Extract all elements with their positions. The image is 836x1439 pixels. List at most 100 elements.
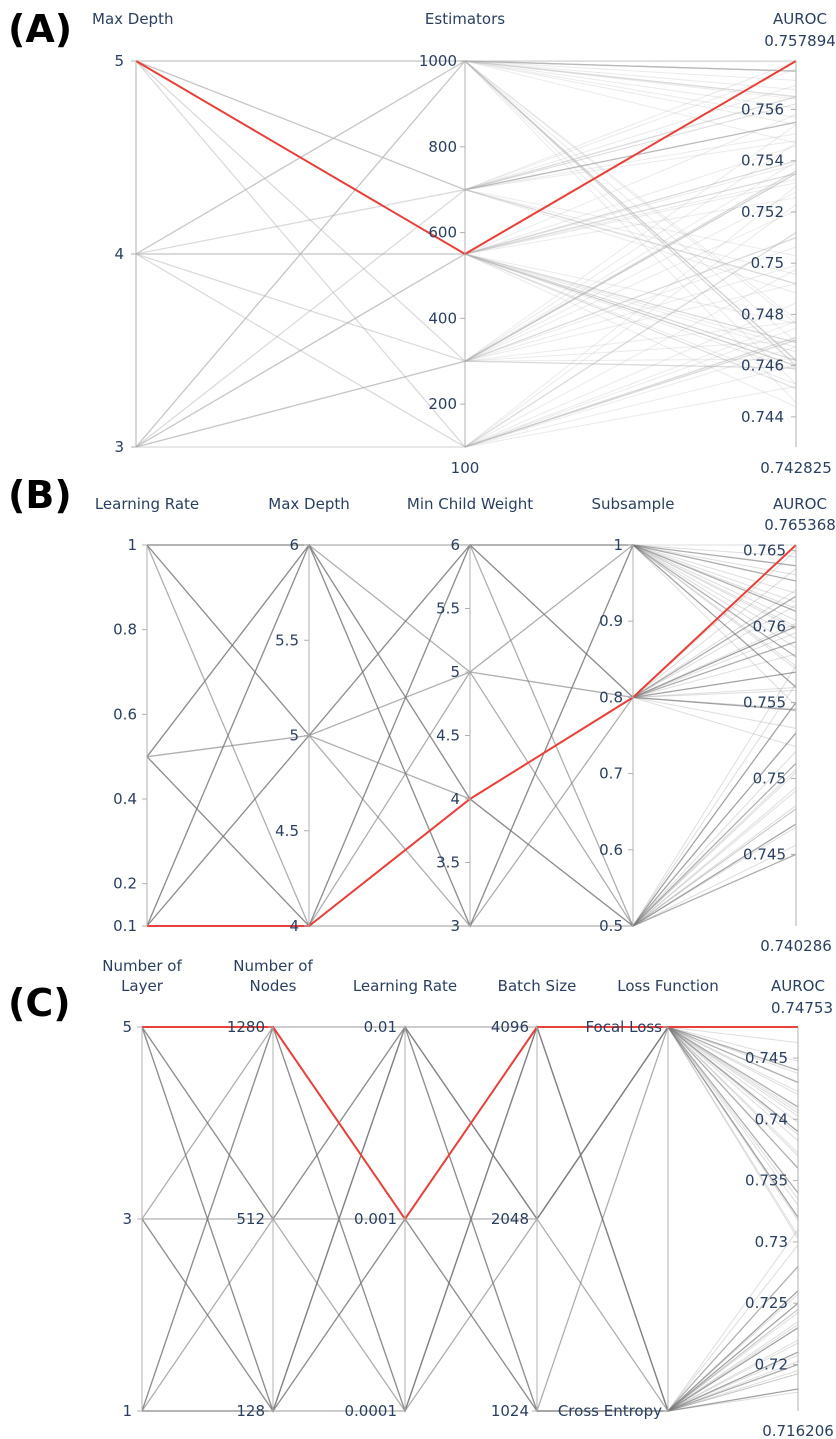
tick-label: 5.5 <box>436 600 460 618</box>
data-line-fan <box>667 1026 799 1074</box>
data-line-fan <box>632 625 797 698</box>
data-line-fan <box>632 544 797 558</box>
tick-label: 0.75 <box>751 254 784 272</box>
axis-title: Learning Rate <box>95 495 199 513</box>
axis-title: Estimators <box>425 10 505 28</box>
tick-label: 0.754 <box>741 152 784 170</box>
data-line-fan <box>464 60 797 63</box>
tick-label: 5 <box>114 52 124 70</box>
axis-title: Layer <box>121 977 164 995</box>
data-line-fan <box>667 1309 799 1412</box>
tick-label: 0.74 <box>755 1110 788 1128</box>
data-line-fan <box>464 253 797 408</box>
axis-title: AUROC <box>773 495 827 513</box>
panel-label: (B) <box>8 473 72 517</box>
data-line-fan <box>667 1026 799 1240</box>
data-line-fan <box>667 1026 799 1136</box>
data-line-fan <box>464 140 797 191</box>
data-line-fan <box>464 321 797 362</box>
data-line-fan <box>464 339 797 362</box>
data-line-fan <box>632 671 797 698</box>
data-line-fan <box>632 732 797 927</box>
data-line-fan <box>632 544 797 688</box>
data-line-fan <box>632 696 797 748</box>
data-line-fan <box>667 1342 799 1412</box>
tick-label: 0.752 <box>741 203 784 221</box>
data-line-fan <box>464 191 797 362</box>
data-line-fan <box>632 689 797 698</box>
data-line-fan <box>667 1026 799 1044</box>
data-line <box>142 1026 799 1412</box>
data-line-fan <box>464 253 797 353</box>
data-line <box>135 253 797 448</box>
tick-label: 0.5 <box>599 917 623 935</box>
data-line-fan <box>667 1026 799 1096</box>
tick-label: 1 <box>613 536 623 554</box>
data-line-fan <box>667 1324 799 1412</box>
tick-label: 0.9 <box>599 612 623 630</box>
data-line <box>136 160 797 255</box>
data-line-fan <box>464 68 797 191</box>
data-line-fan <box>464 197 797 255</box>
data-line-fan <box>667 1354 799 1412</box>
data-line <box>135 60 797 255</box>
axis-title: AUROC <box>771 977 825 995</box>
tick-label: Focal Loss <box>585 1018 662 1036</box>
data-line-fan <box>464 327 797 448</box>
data-line-fan <box>632 687 797 698</box>
axis-min-child-weight: Min Child Weight 3 3.5 4 4.5 5 5.5 6 <box>407 495 533 935</box>
data-line-fan <box>667 1308 799 1412</box>
axis-loss-function: Loss Function Cross Entropy Focal Loss <box>558 977 719 1420</box>
tick-label: 0.73 <box>755 1233 788 1251</box>
axis-estimators: Estimators 200 400 600 800 1000 100 <box>419 10 505 477</box>
data-line-fan <box>464 121 797 191</box>
data-line-fan <box>667 1290 799 1412</box>
panel-label: (A) <box>8 7 72 51</box>
data-line-fan <box>667 1026 799 1132</box>
range-min-label: 100 <box>451 459 480 477</box>
data-line-fan <box>632 823 797 927</box>
data-line-fan <box>464 103 797 191</box>
data-line-fan <box>464 173 797 362</box>
tick-label: 4.5 <box>436 727 460 745</box>
data-line-fan <box>464 210 797 362</box>
data-line-fan <box>667 1244 799 1412</box>
panel-c: (C) Number of Layer 1 3 5 Number of Nodes 128 512… <box>8 957 834 1439</box>
data-line-fan <box>464 321 797 448</box>
tick-label: 128 <box>236 1402 265 1420</box>
data-line-fan <box>632 544 797 670</box>
best-trial-line <box>135 60 797 256</box>
data-line-fan <box>632 589 797 698</box>
tick-label: 0.725 <box>745 1294 788 1312</box>
data-line-fan <box>667 1026 799 1114</box>
tick-label: 4 <box>114 245 124 263</box>
data-line-fan <box>632 808 797 927</box>
panel-a: (A) Max Depth 3 4 5 Estimators 200 400 600 800 100… <box>8 7 836 477</box>
data-line-fan <box>464 60 797 385</box>
tick-label: 0.8 <box>113 621 137 639</box>
tick-label: 3.5 <box>436 854 460 872</box>
tick-label: 4096 <box>491 1018 529 1036</box>
data-line-fan <box>632 653 797 698</box>
data-line-fan <box>667 1327 799 1412</box>
data-line <box>141 1025 799 1413</box>
data-line-fan <box>632 808 797 927</box>
tick-label: 5 <box>450 663 460 681</box>
data-line-fan <box>667 1026 799 1111</box>
tick-label: 1 <box>127 536 137 554</box>
axis-auroc: AUROC 0.745 0.75 0.755 0.76 0.765 0.765368 0.74… <box>743 495 836 955</box>
data-line-fan <box>632 544 797 706</box>
tick-label: 0.4 <box>113 790 137 808</box>
data-line-fan <box>464 283 797 362</box>
range-max-label: 0.765368 <box>764 516 836 534</box>
data-line-fan <box>464 253 797 367</box>
axis-title: Number of <box>233 957 313 975</box>
data-line-fan <box>667 1026 799 1123</box>
data-line-fan <box>667 1026 799 1200</box>
data-line-fan <box>464 60 797 404</box>
data-line-fan <box>464 121 797 191</box>
range-min-label: 0.716206 <box>762 1422 834 1439</box>
tick-label: 0.6 <box>599 841 623 859</box>
tick-label: 0.7 <box>599 765 623 783</box>
